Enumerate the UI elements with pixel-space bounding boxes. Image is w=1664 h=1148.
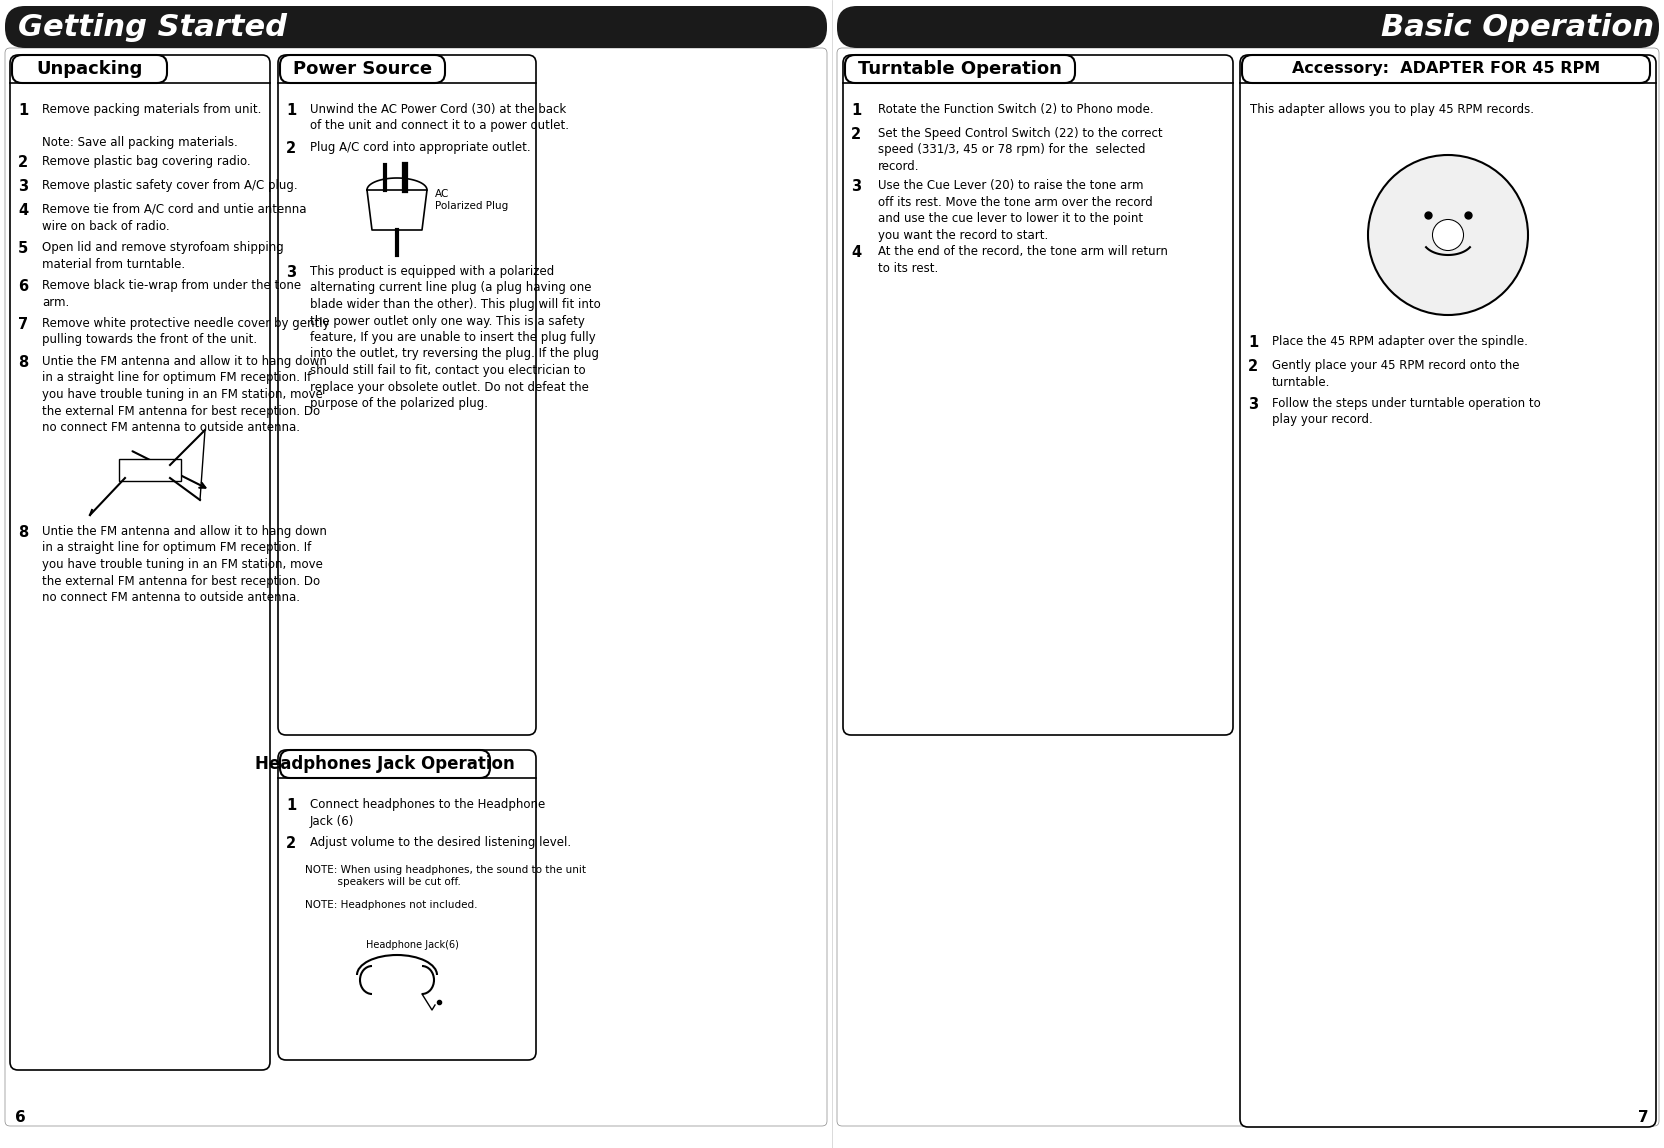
Text: 7: 7 (1639, 1110, 1649, 1125)
Text: 1: 1 (286, 103, 296, 118)
Text: Basic Operation: Basic Operation (1381, 13, 1654, 41)
Text: Headphones Jack Operation: Headphones Jack Operation (255, 755, 514, 773)
Text: Remove white protective needle cover by gently
pulling towards the front of the : Remove white protective needle cover by … (42, 317, 329, 347)
Text: 1: 1 (286, 798, 296, 813)
FancyBboxPatch shape (845, 55, 1075, 83)
FancyBboxPatch shape (1241, 55, 1651, 83)
Text: Rotate the Function Switch (2) to Phono mode.: Rotate the Function Switch (2) to Phono … (879, 103, 1153, 116)
Text: 2: 2 (286, 836, 296, 851)
FancyBboxPatch shape (5, 6, 827, 48)
Text: Untie the FM antenna and allow it to hang down
in a straight line for optimum FM: Untie the FM antenna and allow it to han… (42, 525, 326, 604)
Text: 1: 1 (18, 103, 28, 118)
Text: Untie the FM antenna and allow it to hang down
in a straight line for optimum FM: Untie the FM antenna and allow it to han… (42, 355, 326, 434)
Text: Use the Cue Lever (20) to raise the tone arm
off its rest. Move the tone arm ove: Use the Cue Lever (20) to raise the tone… (879, 179, 1153, 241)
Text: Open lid and remove styrofoam shipping
material from turntable.: Open lid and remove styrofoam shipping m… (42, 241, 285, 271)
FancyBboxPatch shape (837, 48, 1659, 1126)
Text: Power Source: Power Source (293, 60, 433, 78)
Text: NOTE: Headphones not included.: NOTE: Headphones not included. (305, 900, 478, 910)
Text: Connect headphones to the Headphone
Jack (6): Connect headphones to the Headphone Jack… (310, 798, 546, 828)
Text: This product is equipped with a polarized
alternating current line plug (a plug : This product is equipped with a polarize… (310, 265, 601, 410)
Text: Remove plastic bag covering radio.: Remove plastic bag covering radio. (42, 155, 251, 168)
Text: 8: 8 (18, 355, 28, 370)
FancyBboxPatch shape (844, 55, 1233, 735)
Text: Getting Started: Getting Started (18, 13, 286, 41)
Text: Headphone Jack(6): Headphone Jack(6) (366, 940, 459, 951)
Text: Remove black tie-wrap from under the tone
arm.: Remove black tie-wrap from under the ton… (42, 279, 301, 309)
Text: 2: 2 (1248, 359, 1258, 374)
FancyBboxPatch shape (278, 55, 536, 735)
Text: 6: 6 (18, 279, 28, 294)
Text: Follow the steps under turntable operation to
play your record.: Follow the steps under turntable operati… (1271, 397, 1541, 427)
Text: 2: 2 (18, 155, 28, 170)
Text: 6: 6 (15, 1110, 25, 1125)
Text: Unwind the AC Power Cord (30) at the back
of the unit and connect it to a power : Unwind the AC Power Cord (30) at the bac… (310, 103, 569, 132)
FancyBboxPatch shape (1240, 55, 1656, 1127)
Text: NOTE: When using headphones, the sound to the unit
          speakers will be cu: NOTE: When using headphones, the sound t… (305, 864, 586, 887)
Text: 2: 2 (850, 127, 862, 142)
Text: Remove plastic safety cover from A/C plug.: Remove plastic safety cover from A/C plu… (42, 179, 298, 192)
Text: Set the Speed Control Switch (22) to the correct
speed (331/3, 45 or 78 rpm) for: Set the Speed Control Switch (22) to the… (879, 127, 1163, 173)
Text: 1: 1 (1248, 335, 1258, 350)
Text: 4: 4 (850, 245, 862, 259)
Text: 8: 8 (18, 525, 28, 540)
FancyBboxPatch shape (278, 750, 536, 1060)
Text: Gently place your 45 RPM record onto the
turntable.: Gently place your 45 RPM record onto the… (1271, 359, 1519, 388)
Text: 3: 3 (18, 179, 28, 194)
Text: AC
Polarized Plug: AC Polarized Plug (434, 188, 508, 211)
Text: Place the 45 RPM adapter over the spindle.: Place the 45 RPM adapter over the spindl… (1271, 335, 1528, 348)
Polygon shape (368, 191, 428, 230)
FancyBboxPatch shape (5, 48, 827, 1126)
Text: 4: 4 (18, 203, 28, 218)
Text: Adjust volume to the desired listening level.: Adjust volume to the desired listening l… (310, 836, 571, 850)
Text: 3: 3 (1248, 397, 1258, 412)
Text: At the end of the record, the tone arm will return
to its rest.: At the end of the record, the tone arm w… (879, 245, 1168, 274)
Text: Accessory:  ADAPTER FOR 45 RPM: Accessory: ADAPTER FOR 45 RPM (1291, 62, 1601, 77)
Circle shape (1433, 220, 1463, 250)
Circle shape (1368, 155, 1528, 315)
Text: 7: 7 (18, 317, 28, 332)
Text: 5: 5 (18, 241, 28, 256)
FancyBboxPatch shape (280, 750, 489, 778)
Text: 3: 3 (286, 265, 296, 280)
Text: 3: 3 (850, 179, 862, 194)
Text: Remove packing materials from unit.

Note: Save all packing materials.: Remove packing materials from unit. Note… (42, 103, 261, 149)
FancyBboxPatch shape (120, 459, 181, 481)
FancyBboxPatch shape (280, 55, 444, 83)
FancyBboxPatch shape (10, 55, 270, 1070)
FancyBboxPatch shape (12, 55, 166, 83)
Text: Unpacking: Unpacking (37, 60, 143, 78)
Text: Remove tie from A/C cord and untie antenna
wire on back of radio.: Remove tie from A/C cord and untie anten… (42, 203, 306, 233)
Text: Plug A/C cord into appropriate outlet.: Plug A/C cord into appropriate outlet. (310, 141, 531, 154)
Text: Turntable Operation: Turntable Operation (859, 60, 1062, 78)
Text: 1: 1 (850, 103, 862, 118)
FancyBboxPatch shape (837, 6, 1659, 48)
Text: This adapter allows you to play 45 RPM records.: This adapter allows you to play 45 RPM r… (1250, 103, 1534, 116)
Text: 2: 2 (286, 141, 296, 156)
